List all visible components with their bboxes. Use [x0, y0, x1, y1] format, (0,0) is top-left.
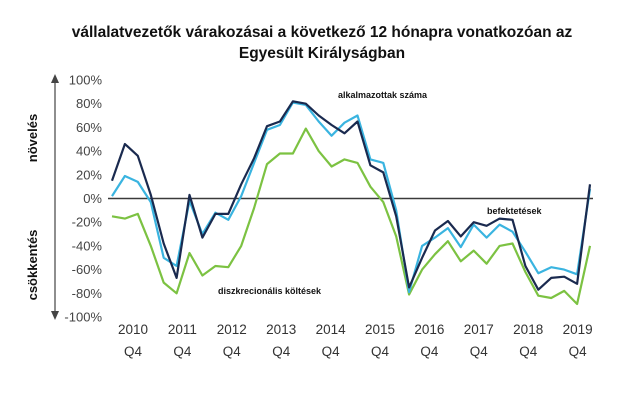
x-tick-quarter: Q4	[322, 344, 341, 359]
y-tick-label: 20%	[76, 167, 102, 182]
x-tick-year: 2014	[316, 322, 347, 337]
y-axis-arrow	[51, 74, 59, 320]
x-tick-year: 2019	[563, 322, 593, 337]
y-axis-arrow-head-up-icon	[51, 74, 59, 83]
y-tick-label: -80%	[72, 286, 103, 301]
y-tick-label: -40%	[72, 238, 103, 253]
series-line-investment	[111, 101, 592, 294]
annotations: alkalmazottak száma befektetések diszkre…	[218, 90, 543, 296]
annotation-investment: befektetések	[487, 206, 543, 216]
chart-title-line-2: Egyesült Királyságban	[239, 45, 405, 62]
x-tick-year: 2011	[168, 322, 197, 337]
y-tick-label: -60%	[72, 262, 103, 277]
series-line-discretionary	[111, 127, 592, 306]
annotation-discretionary: diszkrecionális költések	[218, 286, 322, 296]
side-labels: növelés csökkentés	[25, 114, 40, 301]
x-tick-quarter: Q4	[272, 344, 291, 359]
x-tick-year: 2018	[513, 322, 543, 337]
y-tick-label: 80%	[76, 96, 102, 111]
x-tick-year: 2016	[414, 322, 444, 337]
x-tick-year: 2010	[118, 322, 148, 337]
x-tick-quarter: Q4	[223, 344, 242, 359]
x-tick-labels: 2010 Q4 2011 Q4 2012 Q4 2013 Q4 2014 Q4 2015 Q4 2016…	[118, 322, 593, 359]
x-tick-quarter: Q4	[420, 344, 439, 359]
y-tick-label: 100%	[69, 73, 103, 88]
x-tick-year: 2015	[365, 322, 395, 337]
x-tick-quarter: Q4	[569, 344, 588, 359]
annotation-employees: alkalmazottak száma	[338, 90, 428, 100]
x-tick-quarter: Q4	[124, 344, 143, 359]
x-tick-quarter: Q4	[173, 344, 192, 359]
y-tick-label: 40%	[76, 144, 102, 159]
chart-title-line-1: vállalatvezetők várakozásai a következő …	[72, 24, 573, 41]
y-tick-label: 0%	[83, 191, 102, 206]
series-line-employees	[110, 100, 592, 291]
y-tick-labels: 100% 80% 60% 40% 20% 0% -20% -40% -60% -80% -100%	[64, 73, 102, 325]
x-tick-quarter: Q4	[519, 344, 538, 359]
y-tick-label: -100%	[64, 310, 102, 325]
x-tick-quarter: Q4	[470, 344, 489, 359]
x-tick-year: 2017	[464, 322, 494, 337]
x-tick-year: 2012	[217, 322, 247, 337]
side-label-increase: növelés	[25, 114, 40, 162]
y-axis-arrow-head-down-icon	[51, 311, 59, 320]
x-tick-year: 2013	[266, 322, 296, 337]
side-label-decrease: csökkentés	[25, 230, 40, 301]
x-tick-quarter: Q4	[371, 344, 390, 359]
series-lines	[110, 100, 592, 306]
y-tick-label: 60%	[76, 120, 102, 135]
y-tick-label: -20%	[72, 215, 103, 230]
